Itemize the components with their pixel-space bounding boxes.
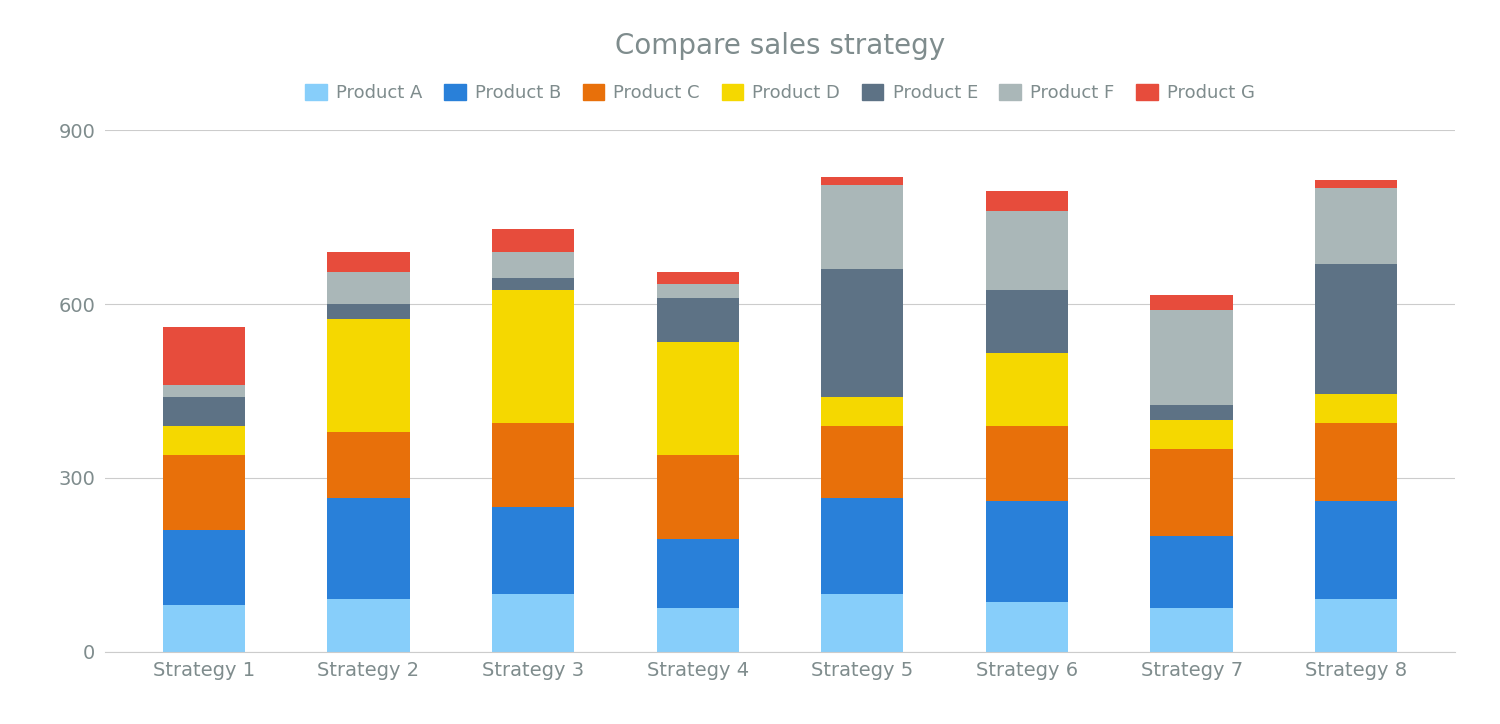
Bar [986,191,1068,211]
Bar [821,426,903,498]
Bar [327,432,410,498]
Bar [1150,405,1233,420]
Bar [1316,501,1398,599]
Bar [986,501,1068,602]
Bar [492,278,574,290]
Bar [657,342,740,455]
Bar [162,605,244,652]
Bar [657,284,740,298]
Title: Compare sales strategy: Compare sales strategy [615,32,945,60]
Bar [327,599,410,652]
Bar [1150,608,1233,652]
Bar [1150,295,1233,310]
Bar [657,608,740,652]
Bar [1316,188,1398,264]
Bar [162,530,244,605]
Bar [821,594,903,652]
Bar [492,507,574,594]
Bar [986,426,1068,501]
Bar [1150,536,1233,608]
Bar [986,290,1068,353]
Bar [821,397,903,426]
Bar [162,397,244,426]
Bar [327,498,410,599]
Bar [1316,394,1398,423]
Bar [986,211,1068,290]
Bar [1150,310,1233,405]
Bar [821,498,903,594]
Bar [162,426,244,455]
Bar [1316,423,1398,501]
Bar [1316,264,1398,394]
Bar [162,327,244,385]
Bar [162,455,244,530]
Bar [327,319,410,432]
Bar [657,272,740,284]
Bar [821,177,903,185]
Bar [1316,180,1398,188]
Bar [492,423,574,507]
Bar [821,185,903,269]
Bar [986,353,1068,426]
Bar [1150,420,1233,449]
Bar [1316,599,1398,652]
Bar [821,269,903,397]
Bar [327,304,410,319]
Bar [492,594,574,652]
Bar [986,602,1068,652]
Bar [492,290,574,423]
Bar [657,539,740,608]
Bar [657,298,740,342]
Bar [492,252,574,278]
Bar [327,252,410,272]
Bar [327,272,410,304]
Bar [162,385,244,397]
Bar [1150,449,1233,536]
Bar [657,455,740,539]
Legend: Product A, Product B, Product C, Product D, Product E, Product F, Product G: Product A, Product B, Product C, Product… [298,77,1262,109]
Bar [492,229,574,252]
